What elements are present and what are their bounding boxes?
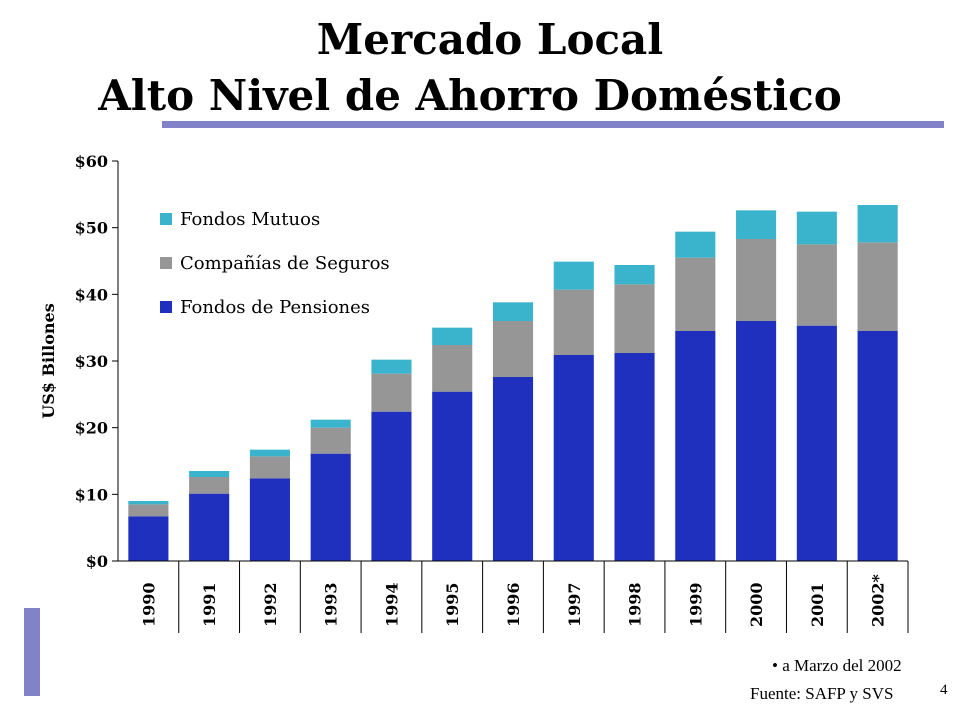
- x-tick-label: 2001: [808, 582, 827, 627]
- y-tick-label: $20: [75, 419, 108, 438]
- x-tick-label: 1998: [626, 582, 645, 627]
- y-axis-title: US$ Billones: [39, 303, 58, 418]
- bar-segment: [553, 261, 594, 290]
- bar-segment: [189, 477, 230, 494]
- bar-segment: [492, 302, 534, 321]
- bar-stacks: [128, 205, 898, 561]
- x-tick-label: 1995: [443, 582, 462, 627]
- bar-segment: [371, 373, 412, 412]
- y-tick-label: $0: [86, 552, 108, 571]
- y-tick-label: $50: [75, 219, 108, 238]
- bar-segment: [553, 289, 594, 355]
- bar-segment: [796, 244, 837, 326]
- x-tick-label: 1992: [261, 582, 280, 627]
- page-number: 4: [940, 682, 948, 698]
- bar-segment: [310, 453, 351, 561]
- bar-segment: [736, 321, 777, 561]
- legend-label: Compañías de Seguros: [180, 253, 390, 274]
- y-axis-ticks: $0 $10 $20 $30 $40 $50 $60: [75, 152, 118, 571]
- bar-segment: [432, 345, 473, 392]
- x-tick-label: 1994: [382, 582, 401, 627]
- bar-segment: [492, 321, 534, 377]
- bar-segment: [249, 456, 290, 479]
- bar-segment: [614, 284, 655, 353]
- bar-segment: [128, 504, 169, 517]
- bar-segment: [189, 493, 230, 561]
- legend-swatch: [160, 257, 172, 269]
- footnote-date: • a Marzo del 2002: [772, 656, 902, 675]
- bar-segment: [128, 501, 169, 505]
- bar-segment: [310, 427, 351, 454]
- legend-label: Fondos de Pensiones: [180, 297, 370, 318]
- page-title: Mercado Local: [316, 15, 664, 64]
- x-tick-label: 1999: [686, 582, 705, 627]
- bar-segment: [371, 411, 412, 561]
- bar-segment: [249, 449, 290, 457]
- y-tick-label: $40: [75, 285, 108, 304]
- x-tick-label: 1990: [139, 582, 158, 627]
- bar-segment: [857, 242, 898, 331]
- chart-legend: Fondos Mutuos Compañías de Seguros Fondos …: [160, 209, 390, 318]
- bar-segment: [796, 325, 837, 561]
- legend-swatch: [160, 213, 172, 225]
- bar-segment: [675, 331, 716, 561]
- x-axis-labels: 1990 1991 1992 1993 1994 1995 1996 1997 1998 1999…: [139, 561, 909, 633]
- legend-label: Fondos Mutuos: [180, 209, 320, 230]
- source-note: Fuente: SAFP y SVS: [750, 684, 894, 703]
- bar-segment: [857, 205, 898, 243]
- x-tick-label: 2000: [747, 582, 766, 627]
- legend-swatch: [160, 301, 172, 313]
- bar-segment: [857, 331, 898, 561]
- bar-segment: [736, 210, 777, 239]
- accent-bar-vertical: [24, 608, 40, 696]
- bar-segment: [675, 257, 716, 331]
- x-tick-label: 2002*: [869, 573, 888, 627]
- bar-segment: [310, 419, 351, 428]
- y-tick-label: $60: [75, 152, 108, 171]
- bar-segment: [249, 478, 290, 561]
- x-tick-label: 1996: [504, 582, 523, 627]
- bar-segment: [371, 359, 412, 374]
- y-tick-label: $10: [75, 485, 108, 504]
- bar-segment: [675, 231, 716, 258]
- bar-segment: [796, 211, 837, 245]
- x-tick-label: 1997: [565, 582, 584, 627]
- y-tick-label: $30: [75, 352, 108, 371]
- bar-segment: [128, 516, 169, 561]
- bar-segment: [189, 471, 230, 477]
- page-subtitle: Alto Nivel de Ahorro Doméstico: [98, 71, 842, 120]
- bar-segment: [432, 327, 473, 345]
- x-tick-label: 1993: [322, 582, 341, 627]
- bar-segment: [614, 353, 655, 561]
- bar-segment: [736, 239, 777, 321]
- bar-segment: [614, 265, 655, 285]
- accent-bar-horizontal: [162, 121, 944, 128]
- x-tick-label: 1991: [200, 582, 219, 627]
- bar-segment: [432, 391, 473, 561]
- bar-segment: [492, 377, 534, 561]
- bar-segment: [553, 355, 594, 561]
